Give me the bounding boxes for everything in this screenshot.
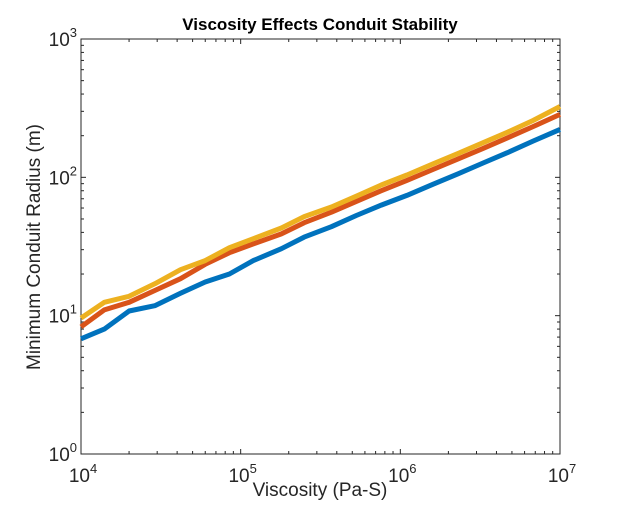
x-axis-label: Viscosity (Pa-S) bbox=[253, 480, 388, 501]
x-tick-label: 104 bbox=[69, 461, 97, 487]
x-tick-label: 107 bbox=[548, 461, 576, 487]
y-tick-label: 102 bbox=[49, 163, 77, 189]
y-tick-label: 101 bbox=[49, 302, 77, 328]
x-tick-label: 106 bbox=[388, 461, 416, 487]
series-line-2 bbox=[79, 112, 562, 329]
y-tick-label: 103 bbox=[49, 25, 77, 51]
series-line-1 bbox=[80, 127, 561, 342]
tick-labels: 104 105 106 107 100 101 102 103 bbox=[49, 25, 577, 487]
series-lines bbox=[79, 104, 562, 342]
plot-frame bbox=[80, 38, 561, 455]
axis-ticks bbox=[81, 39, 560, 454]
x-tick-label: 105 bbox=[228, 461, 256, 487]
series-line-3 bbox=[79, 104, 562, 321]
y-tick-label: 100 bbox=[49, 440, 77, 466]
y-axis-label: Minimum Conduit Radius (m) bbox=[24, 124, 45, 370]
chart-title: Viscosity Effects Conduit Stability bbox=[182, 15, 458, 34]
